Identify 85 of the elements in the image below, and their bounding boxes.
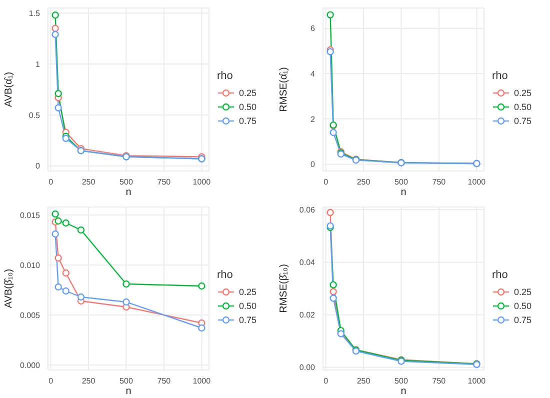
point <box>62 269 70 277</box>
legend-label: 0.25 <box>514 88 532 98</box>
x-tick-label: 750 <box>157 376 172 386</box>
point <box>52 230 59 238</box>
legend-label: 0.75 <box>239 314 257 324</box>
y-tick-label: 0.005 <box>20 310 41 320</box>
legend-label: 0.50 <box>514 102 532 112</box>
point <box>62 219 70 227</box>
x-tick-label: 750 <box>157 178 172 187</box>
legend-label: 0.75 <box>514 314 532 324</box>
x-tick-label: 0 <box>48 376 54 386</box>
point <box>326 208 334 216</box>
point <box>54 217 62 225</box>
point <box>198 324 206 332</box>
y-tick-label: 1 <box>36 60 41 69</box>
y-tick-label: 2 <box>310 114 316 124</box>
legend-title: rho <box>492 268 509 280</box>
y-axis-title: RMSE(α̂₁) <box>278 67 290 112</box>
y-tick-label: 0.06 <box>299 205 316 214</box>
x-axis-title: n <box>126 187 132 198</box>
y-tick-label: 0.015 <box>20 210 41 220</box>
x-axis-title: n <box>400 187 406 198</box>
point <box>122 280 130 288</box>
point <box>52 24 59 32</box>
x-tick-label: 0 <box>324 376 329 386</box>
x-tick-label: 750 <box>432 376 446 386</box>
legend-label: 0.25 <box>239 286 257 296</box>
point <box>330 128 337 136</box>
x-tick-label: 500 <box>394 178 408 187</box>
x-tick-label: 500 <box>120 376 134 386</box>
point <box>326 11 334 18</box>
legend-title: rho <box>217 268 234 280</box>
legend-label: 0.25 <box>514 286 532 296</box>
point <box>122 298 130 306</box>
point <box>54 283 62 291</box>
legend-label: 0.50 <box>239 300 257 310</box>
point <box>330 288 337 296</box>
y-tick-label: 0.00 <box>299 363 316 372</box>
point <box>330 281 337 288</box>
y-axis-title: RMSE(β̂₁₀) <box>278 264 290 313</box>
point <box>52 30 59 38</box>
y-tick-label: 0 <box>310 160 316 170</box>
y-tick-label: 0.010 <box>20 260 41 270</box>
x-tick-label: 250 <box>356 376 371 386</box>
y-tick-label: 0.02 <box>299 310 316 320</box>
x-axis-title: n <box>400 386 406 397</box>
x-tick-label: 250 <box>356 178 371 187</box>
y-tick-label: 4 <box>310 69 316 78</box>
x-tick-label: 0 <box>324 178 329 187</box>
y-tick-label: 0.000 <box>20 360 41 370</box>
x-tick-label: 0 <box>48 178 54 187</box>
y-axis-title: AVB(α̂₁) <box>4 72 15 108</box>
x-tick-label: 500 <box>394 376 408 386</box>
point <box>330 294 337 302</box>
y-tick-label: 6 <box>310 24 316 34</box>
y-tick-label: 0 <box>36 162 41 171</box>
legend-label: 0.50 <box>514 300 532 310</box>
point <box>198 282 206 290</box>
y-tick-label: 0.04 <box>299 258 316 268</box>
legend-label: 0.25 <box>239 88 257 98</box>
x-tick-label: 750 <box>432 178 446 187</box>
point <box>52 210 59 218</box>
point <box>54 254 62 262</box>
legend-label: 0.75 <box>514 116 532 126</box>
y-tick-label: 0.5 <box>28 110 41 120</box>
x-tick-label: 250 <box>82 376 96 386</box>
legend-title: rho <box>217 70 234 82</box>
x-tick-label: 1000 <box>192 178 212 187</box>
legend-label: 0.50 <box>239 102 257 112</box>
legend-title: rho <box>492 70 509 82</box>
y-axis-title: AVB(β̂₁₀) <box>4 268 15 308</box>
x-tick-label: 250 <box>82 178 96 187</box>
point <box>54 90 62 98</box>
x-tick-label: 1000 <box>468 178 486 187</box>
x-tick-label: 500 <box>120 178 134 187</box>
x-tick-label: 1000 <box>192 376 212 386</box>
point <box>77 226 85 234</box>
point <box>52 12 59 19</box>
point <box>62 287 70 295</box>
legend-label: 0.75 <box>239 116 257 126</box>
point <box>54 104 62 112</box>
y-tick-label: 1.5 <box>28 8 41 18</box>
x-tick-label: 1000 <box>468 376 486 386</box>
x-axis-title: n <box>126 386 132 397</box>
point <box>77 293 85 301</box>
